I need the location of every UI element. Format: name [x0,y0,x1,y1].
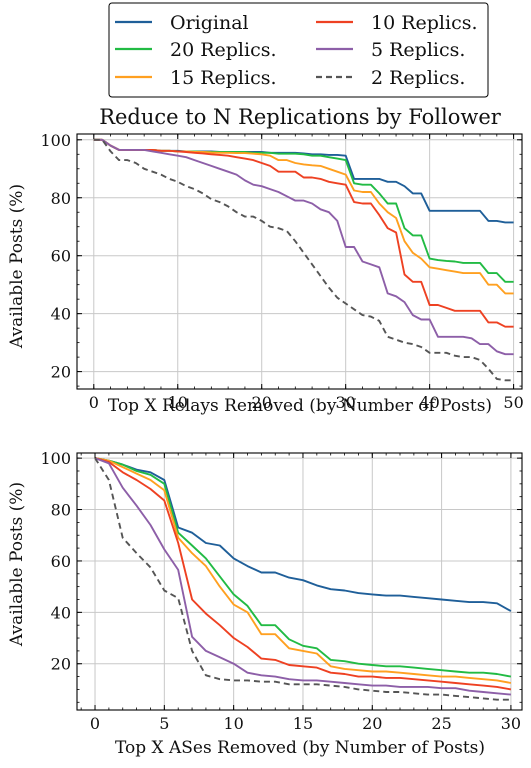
y-tick-label: 60 [51,247,71,266]
x-tick-label: 0 [89,393,99,412]
y-axis-label: Available Posts (%) [7,482,27,647]
series-line-15-replics [94,457,512,684]
x-tick-label: 50 [503,393,523,412]
x-axis-label: Top X Relays Removed (by Number of Posts… [108,396,492,416]
legend-item-10-replics: 10 Replics. [316,12,478,34]
y-axis-label: Available Posts (%) [7,184,27,349]
x-tick-label: 30 [501,714,521,733]
series-line-5-replics [94,457,511,696]
series-line-2-replics [94,457,511,701]
legend-item-original: Original [115,12,249,34]
x-tick-label: 10 [223,714,243,733]
chart-title: Reduce to N Replications by Follower [99,105,502,129]
legend-label: 10 Replics. [371,12,478,34]
plot-area: 0 10 20 30 40 50 20 40 60 80 100 [40,131,523,412]
x-tick-label: 20 [252,393,272,412]
axes-frame [76,133,523,390]
y-tick-label: 100 [40,131,71,150]
legend-item-20-replics: 20 Replics. [115,39,277,61]
x-tick-label: 15 [293,714,313,733]
legend: Original 10 Replics. 20 Replics. 5 Repli… [108,2,489,98]
series-line-15-replics [93,138,514,295]
x-axis-label: Top X ASes Removed (by Number of Posts) [115,738,485,758]
x-tick-label: 5 [159,714,169,733]
x-tick-label: 30 [335,393,355,412]
series-line-10-replics [93,138,514,328]
legend-label: 20 Replics. [170,39,277,61]
y-tick-label: 40 [51,603,71,622]
legend-item-2-replics: 2 Replics. [316,67,465,89]
chart-top: Reduce to N Replications by Follower 0 10… [7,105,524,416]
series-line-original [94,457,512,612]
legend-label: Original [170,12,249,34]
legend-box [108,2,489,98]
series-line-2-replics [93,138,514,382]
chart-bottom: 0 5 10 15 20 25 30 20 40 60 80 100 Top X ASes Remov… [7,449,523,758]
legend-item-5-replics: 5 Replics. [316,39,465,61]
y-tick-label: 80 [51,189,71,208]
plot-area: 0 5 10 15 20 25 30 20 40 60 80 100 [40,449,523,733]
legend-label: 15 Replics. [170,67,277,89]
y-tick-label: 100 [40,449,71,468]
x-tick-label: 10 [168,393,188,412]
y-tick-label: 40 [51,305,71,324]
x-tick-label: 20 [362,714,382,733]
series-line-20-replics [94,457,512,678]
series-line-5-replics [93,138,514,356]
legend-label: 2 Replics. [371,67,465,89]
axes-frame [76,452,523,711]
x-tick-label: 25 [431,714,451,733]
y-tick-label: 20 [51,655,71,674]
y-tick-label: 60 [51,552,71,571]
y-tick-label: 20 [51,363,71,382]
series-line-10-replics [94,457,512,691]
legend-item-15-replics: 15 Replics. [115,67,277,89]
y-tick-label: 80 [51,501,71,520]
legend-label: 5 Replics. [371,39,465,61]
x-tick-label: 40 [419,393,439,412]
x-tick-label: 0 [90,714,100,733]
